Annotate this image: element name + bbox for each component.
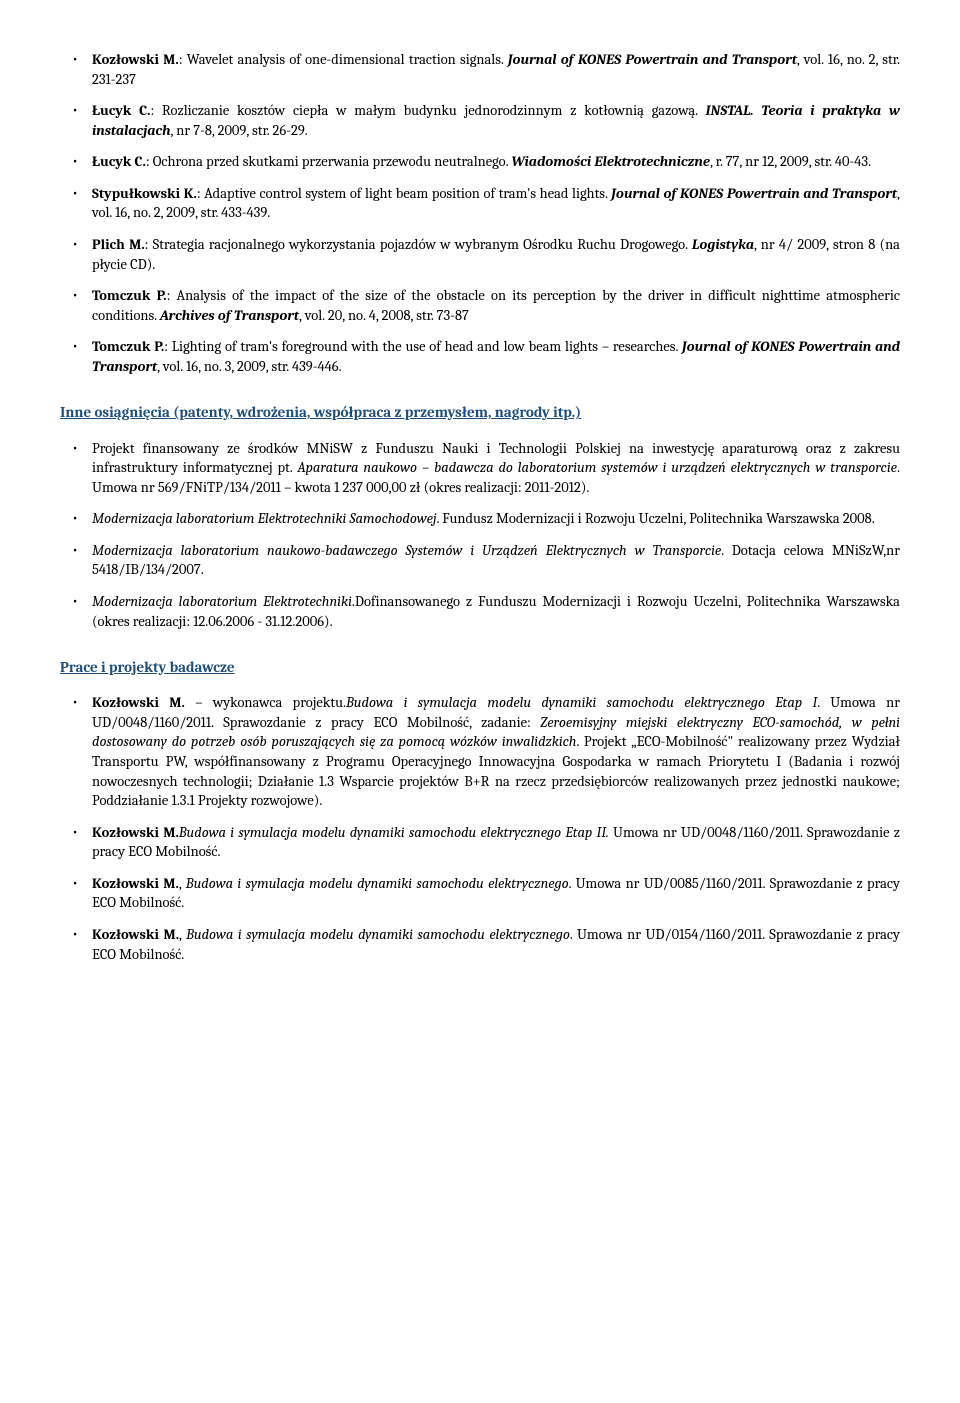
projects-list: Kozłowski M. – wykonawca projektu.Budowa…: [60, 693, 900, 964]
publication-item: Łucyk C.: Ochrona przed skutkami przerwa…: [60, 152, 900, 172]
section-achievements-title: Inne osiągnięcia (patenty, wdrożenia, ws…: [60, 402, 900, 422]
publication-item: Łucyk C.: Rozliczanie kosztów ciepła w m…: [60, 101, 900, 140]
publication-item: Kozłowski M.: Wavelet analysis of one-di…: [60, 50, 900, 89]
publication-item: Stypułkowski K.: Adaptive control system…: [60, 184, 900, 223]
achievements-list: Projekt finansowany ze środków MNiSW z F…: [60, 439, 900, 632]
achievement-item: Modernizacja laboratorium Elektrotechnik…: [60, 592, 900, 631]
publications-list: Kozłowski M.: Wavelet analysis of one-di…: [60, 50, 900, 376]
publication-item: Tomczuk P.: Lighting of tram's foregroun…: [60, 337, 900, 376]
project-item: Kozłowski M.Budowa i symulacja modelu dy…: [60, 823, 900, 862]
publication-item: Plich M.: Strategia racjonalnego wykorzy…: [60, 235, 900, 274]
project-item: Kozłowski M., Budowa i symulacja modelu …: [60, 925, 900, 964]
achievement-item: Projekt finansowany ze środków MNiSW z F…: [60, 439, 900, 498]
publication-item: Tomczuk P.: Analysis of the impact of th…: [60, 286, 900, 325]
achievement-item: Modernizacja laboratorium naukowo-badawc…: [60, 541, 900, 580]
section-projects-title: Prace i projekty badawcze: [60, 657, 900, 677]
project-item: Kozłowski M. – wykonawca projektu.Budowa…: [60, 693, 900, 810]
project-item: Kozłowski M., Budowa i symulacja modelu …: [60, 874, 900, 913]
achievement-item: Modernizacja laboratorium Elektrotechnik…: [60, 509, 900, 529]
